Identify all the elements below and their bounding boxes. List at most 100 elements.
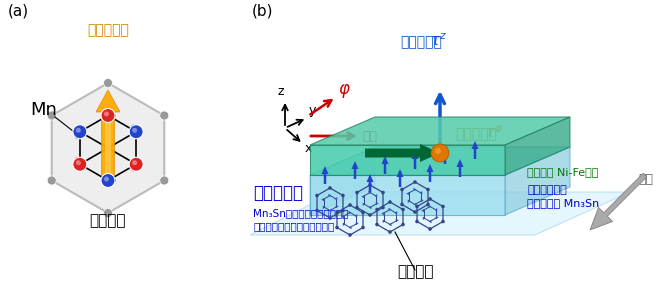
- Text: Mn: Mn: [30, 101, 57, 119]
- Circle shape: [159, 176, 169, 185]
- Circle shape: [104, 112, 109, 117]
- Circle shape: [401, 223, 405, 226]
- FancyArrow shape: [105, 121, 111, 181]
- Circle shape: [413, 210, 417, 214]
- FancyArrow shape: [354, 214, 357, 217]
- Text: y: y: [309, 104, 316, 117]
- Circle shape: [361, 211, 364, 214]
- Circle shape: [335, 226, 339, 229]
- FancyArrow shape: [389, 223, 391, 226]
- FancyArrow shape: [423, 217, 426, 220]
- FancyArrow shape: [383, 219, 386, 223]
- Polygon shape: [310, 175, 505, 215]
- FancyArrow shape: [381, 212, 384, 215]
- FancyArrow shape: [365, 144, 440, 162]
- Circle shape: [381, 191, 385, 194]
- Text: カゴメ面: カゴメ面: [397, 264, 433, 279]
- Text: $\tau^\varphi$: $\tau^\varphi$: [485, 125, 504, 141]
- Circle shape: [341, 209, 345, 212]
- Circle shape: [441, 220, 445, 223]
- FancyArrow shape: [436, 216, 439, 219]
- FancyArrow shape: [381, 156, 389, 174]
- Text: z: z: [277, 85, 283, 98]
- Text: (a): (a): [8, 4, 29, 19]
- Circle shape: [426, 188, 429, 191]
- FancyArrow shape: [74, 156, 84, 171]
- Text: 面内トルク: 面内トルク: [455, 127, 497, 141]
- Text: φ: φ: [338, 80, 349, 98]
- Circle shape: [104, 176, 109, 181]
- Polygon shape: [310, 147, 375, 215]
- FancyArrow shape: [322, 166, 328, 184]
- Circle shape: [103, 209, 113, 217]
- Polygon shape: [310, 145, 505, 175]
- Circle shape: [101, 173, 115, 188]
- FancyArrow shape: [396, 219, 399, 222]
- Circle shape: [315, 209, 319, 212]
- Circle shape: [355, 206, 359, 209]
- Circle shape: [348, 203, 352, 207]
- Text: 磁場: 磁場: [362, 130, 377, 143]
- FancyArrow shape: [434, 208, 438, 212]
- Circle shape: [129, 157, 143, 171]
- FancyArrow shape: [321, 198, 324, 202]
- FancyArrow shape: [96, 90, 120, 176]
- Circle shape: [441, 205, 445, 208]
- Polygon shape: [310, 147, 570, 175]
- Circle shape: [355, 191, 359, 194]
- Circle shape: [388, 230, 392, 234]
- FancyArrow shape: [323, 205, 326, 209]
- Circle shape: [76, 128, 81, 133]
- Text: Mn₃Snの磁化方向に依存して: Mn₃Snの磁化方向に依存して: [253, 208, 348, 218]
- FancyArrow shape: [421, 199, 424, 202]
- FancyArrow shape: [376, 202, 379, 205]
- Text: (b): (b): [252, 4, 273, 19]
- Polygon shape: [310, 117, 570, 145]
- FancyArrow shape: [352, 161, 358, 179]
- Circle shape: [415, 220, 419, 223]
- FancyArrow shape: [419, 191, 422, 195]
- Polygon shape: [250, 192, 630, 235]
- Polygon shape: [52, 83, 164, 213]
- FancyArrow shape: [336, 205, 339, 208]
- Circle shape: [73, 125, 87, 139]
- Polygon shape: [505, 147, 570, 215]
- FancyArrow shape: [334, 197, 337, 200]
- FancyArrow shape: [411, 151, 419, 169]
- Circle shape: [435, 148, 441, 154]
- Text: トポロジカル: トポロジカル: [527, 185, 567, 195]
- Polygon shape: [505, 117, 570, 175]
- Circle shape: [381, 206, 385, 209]
- Circle shape: [428, 227, 431, 231]
- FancyArrow shape: [397, 169, 403, 187]
- Circle shape: [375, 208, 379, 211]
- Circle shape: [328, 216, 332, 220]
- Circle shape: [129, 125, 143, 139]
- FancyArrow shape: [74, 125, 84, 139]
- FancyArrow shape: [408, 200, 411, 203]
- Circle shape: [159, 111, 169, 120]
- FancyArrow shape: [472, 141, 478, 159]
- FancyArrow shape: [429, 220, 431, 223]
- Text: 反強磁性体 Mn₃Sn: 反強磁性体 Mn₃Sn: [527, 198, 599, 208]
- Circle shape: [369, 183, 372, 187]
- FancyArrow shape: [366, 174, 373, 192]
- Text: 磁気八極子: 磁気八極子: [87, 23, 129, 37]
- FancyArrow shape: [456, 159, 464, 177]
- Text: $\tau^z$: $\tau^z$: [430, 33, 448, 49]
- FancyArrow shape: [348, 211, 352, 214]
- Circle shape: [369, 213, 372, 217]
- FancyArrow shape: [369, 191, 371, 194]
- FancyArrow shape: [369, 206, 372, 209]
- Circle shape: [73, 157, 87, 171]
- Circle shape: [400, 188, 404, 191]
- FancyArrow shape: [421, 209, 424, 212]
- Circle shape: [415, 205, 419, 208]
- Circle shape: [428, 197, 431, 201]
- Text: 電流: 電流: [638, 173, 653, 186]
- Circle shape: [132, 160, 137, 165]
- FancyArrow shape: [413, 203, 417, 206]
- Circle shape: [375, 223, 379, 226]
- Circle shape: [315, 194, 319, 197]
- Circle shape: [328, 186, 332, 190]
